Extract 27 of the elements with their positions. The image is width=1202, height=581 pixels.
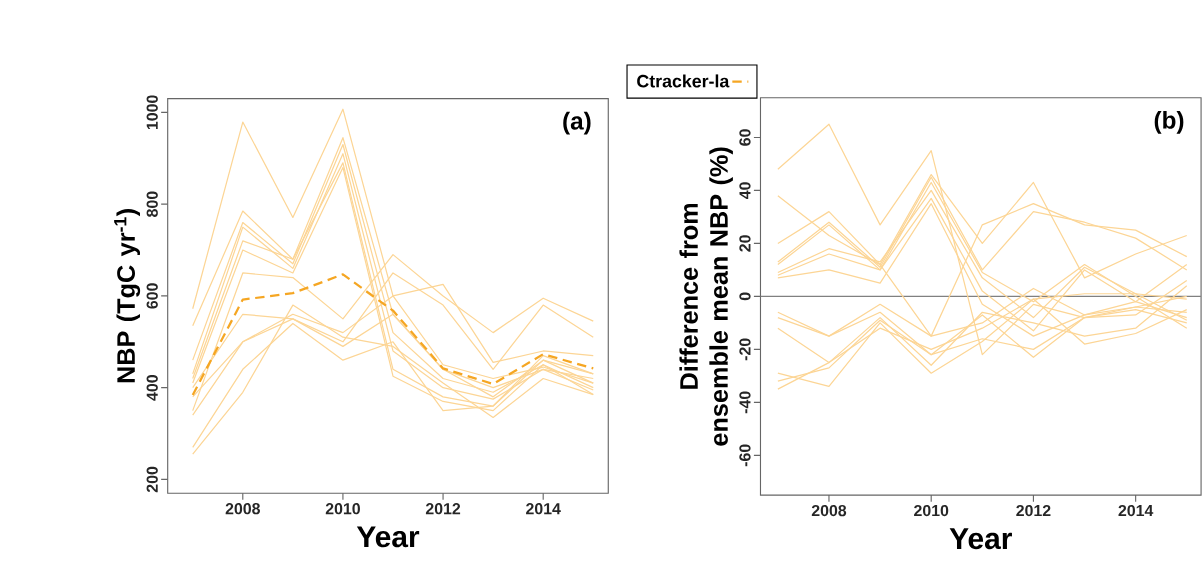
y-tick-label: -60 bbox=[739, 444, 751, 467]
y-axis-title: NBP (TgC yr$^{-1}$) bbox=[114, 209, 141, 383]
y-tick-label: 200 bbox=[146, 467, 158, 493]
x-tick-label: 2008 bbox=[225, 503, 260, 515]
y-tick-label: -20 bbox=[739, 338, 751, 361]
y-tick-label: -40 bbox=[739, 391, 751, 414]
y-tick-label: 0 bbox=[739, 292, 751, 301]
y-tick-label: 800 bbox=[146, 191, 158, 218]
x-axis-title: Year bbox=[949, 528, 1012, 550]
y-tick-label: 60 bbox=[739, 129, 751, 146]
x-tick-label: 2010 bbox=[325, 503, 360, 515]
x-tick-label: 2014 bbox=[1118, 505, 1154, 517]
annotation: (a) bbox=[563, 112, 591, 135]
x-tick-label: 2010 bbox=[914, 505, 949, 517]
y-axis-title: Difference from ensemble mean NBP (%) bbox=[679, 147, 733, 446]
x-axis-title: Year bbox=[356, 526, 420, 548]
y-tick-label: 400 bbox=[146, 375, 158, 401]
x-tick-label: 2012 bbox=[425, 503, 461, 515]
annotation: (b) bbox=[1154, 111, 1184, 134]
x-tick-label: 2008 bbox=[811, 505, 847, 517]
x-tick-label: 2014 bbox=[526, 503, 561, 515]
x-tick-label: 2012 bbox=[1016, 505, 1051, 517]
y-tick-label: 600 bbox=[146, 283, 158, 309]
y-tick-label: 40 bbox=[739, 182, 751, 200]
y-tick-label: 20 bbox=[739, 235, 751, 252]
y-tick-label: 1000 bbox=[146, 95, 158, 130]
legend-label: Ctracker-la bbox=[637, 74, 730, 88]
